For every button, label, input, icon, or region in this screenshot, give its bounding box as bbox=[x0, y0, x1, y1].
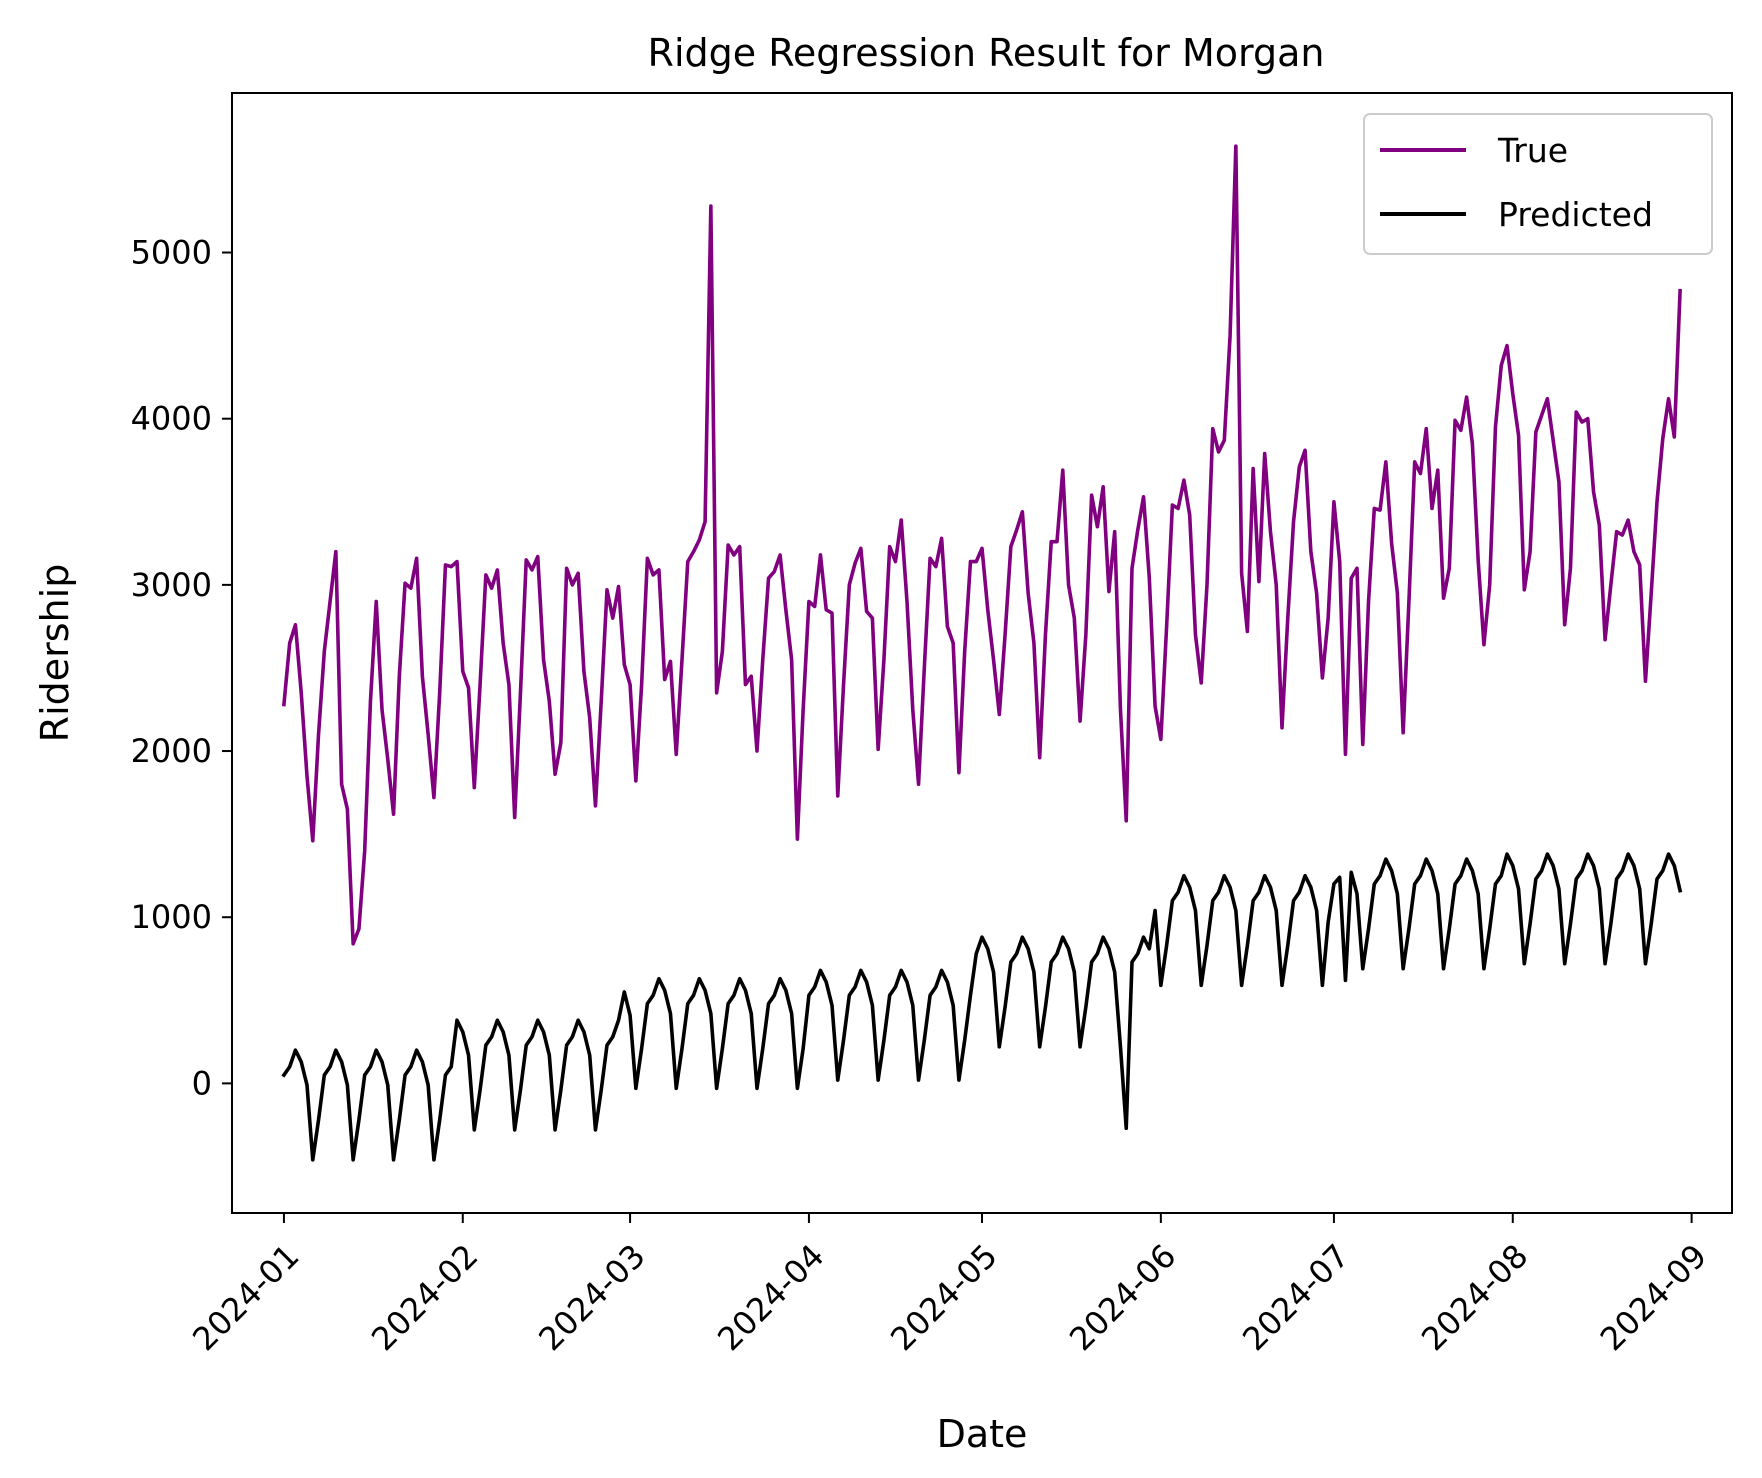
y-tick-label: 5000 bbox=[131, 234, 212, 272]
x-axis-title: Date bbox=[937, 1412, 1028, 1456]
chart-title: Ridge Regression Result for Morgan bbox=[648, 31, 1325, 75]
series-layer bbox=[281, 144, 1683, 1162]
legend-label-predicted: Predicted bbox=[1498, 195, 1653, 234]
y-axis-title: Ridership bbox=[33, 564, 77, 743]
y-tick-label: 4000 bbox=[131, 400, 212, 438]
series-line-predicted bbox=[281, 852, 1683, 1162]
legend-label-true: True bbox=[1497, 131, 1568, 170]
y-axis: 0 1000 2000 3000 4000 5000 bbox=[131, 234, 232, 1102]
series-line-true bbox=[281, 144, 1682, 946]
y-tick-label: 3000 bbox=[131, 566, 212, 604]
legend: True Predicted bbox=[1363, 113, 1713, 255]
y-tick-label: 0 bbox=[192, 1064, 212, 1102]
y-tick-label: 2000 bbox=[131, 732, 212, 770]
y-tick-label: 1000 bbox=[131, 898, 212, 936]
